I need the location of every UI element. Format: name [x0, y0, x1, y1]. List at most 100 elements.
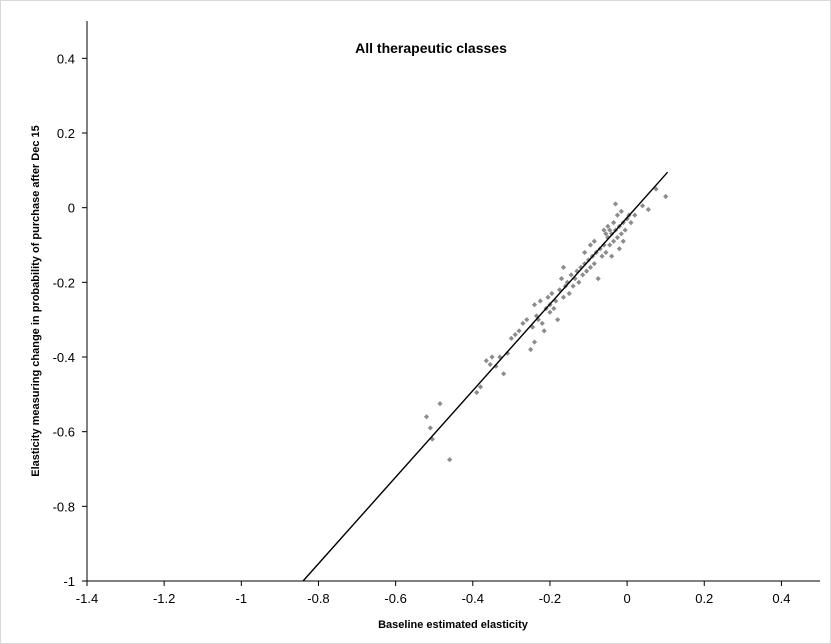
data-point — [483, 358, 489, 364]
y-axis-title: Elasticity measuring change in probabili… — [30, 125, 42, 477]
data-point — [578, 264, 584, 270]
data-point — [531, 339, 538, 345]
data-point — [501, 371, 507, 377]
data-point — [624, 216, 630, 222]
data-point — [447, 457, 453, 463]
data-point — [576, 279, 582, 285]
data-point — [477, 384, 484, 390]
x-tick-label: -1.4 — [76, 591, 98, 606]
data-point — [427, 425, 433, 431]
y-tick-label: 0 — [68, 201, 75, 216]
data-point — [423, 414, 430, 420]
data-point — [524, 317, 530, 323]
x-tick-label: -0.6 — [384, 591, 406, 606]
y-ticks: -1 -0.8 -0.6 -0.4 -0.2 0 0.2 0.4 — [53, 51, 87, 589]
data-point — [558, 276, 565, 282]
y-tick-label: 0.2 — [57, 126, 75, 141]
data-point — [437, 401, 443, 407]
data-point — [645, 206, 651, 213]
data-point — [566, 290, 572, 297]
data-point — [531, 302, 538, 308]
x-ticks: -1.4 -1.2 -1 -0.8 -0.6 -0.4 -0.2 0 0.2 0.4 — [76, 581, 790, 606]
data-point — [595, 276, 601, 282]
data-point — [560, 264, 567, 270]
data-point — [618, 208, 624, 214]
x-tick-label: -1.2 — [153, 591, 175, 606]
chart-title: All therapeutic classes — [355, 40, 507, 56]
data-point — [607, 227, 613, 233]
data-point — [639, 203, 646, 209]
data-point — [599, 253, 605, 259]
x-tick-label: 0.4 — [772, 591, 790, 606]
data-point — [555, 317, 561, 323]
data-point — [429, 436, 435, 442]
data-point — [487, 361, 493, 368]
data-point — [489, 354, 495, 360]
data-point — [539, 320, 545, 326]
x-tick-label: 0 — [623, 591, 630, 606]
data-point — [529, 324, 536, 330]
axes — [86, 21, 820, 582]
x-tick-label: 0.2 — [695, 591, 713, 606]
data-point — [607, 242, 613, 248]
data-point — [582, 261, 588, 267]
y-tick-label: -0.2 — [53, 275, 75, 290]
data-point — [616, 246, 622, 252]
data-point — [582, 249, 588, 256]
data-point — [504, 350, 511, 356]
x-tick-label: -0.2 — [539, 591, 561, 606]
data-point — [547, 309, 553, 315]
data-point — [603, 249, 609, 256]
fit-line — [302, 171, 669, 582]
data-point — [537, 298, 543, 304]
data-point — [516, 328, 522, 334]
data-point — [620, 238, 626, 244]
data-point — [533, 313, 540, 319]
data-points — [423, 186, 669, 463]
data-point — [591, 238, 597, 244]
y-tick-label: -0.6 — [53, 425, 75, 440]
data-point — [622, 227, 628, 233]
x-axis-title: Baseline estimated elasticity — [378, 619, 529, 631]
x-tick-label: -0.4 — [462, 591, 484, 606]
data-point — [568, 272, 574, 278]
data-point — [556, 287, 563, 293]
data-point — [632, 212, 638, 218]
data-point — [474, 389, 480, 396]
data-point — [549, 290, 555, 297]
x-tick-label: -1 — [236, 591, 248, 606]
data-point — [580, 272, 586, 278]
data-point — [570, 283, 576, 289]
data-point — [587, 264, 594, 270]
data-point — [545, 294, 551, 300]
data-point — [560, 294, 567, 300]
data-point — [493, 363, 499, 369]
data-point — [601, 227, 607, 233]
y-tick-label: -0.4 — [53, 350, 75, 365]
y-tick-label: 0.4 — [57, 51, 75, 66]
data-point — [611, 238, 617, 244]
data-point — [611, 220, 617, 226]
data-point — [605, 223, 611, 229]
data-point — [508, 335, 514, 341]
data-point — [618, 231, 624, 237]
data-point — [541, 328, 547, 334]
data-point — [572, 276, 578, 282]
data-point — [574, 268, 580, 274]
data-point — [601, 242, 607, 248]
data-point — [603, 231, 609, 237]
data-point — [551, 305, 557, 312]
data-point — [528, 346, 534, 353]
y-tick-label: -0.8 — [53, 499, 75, 514]
data-point — [609, 253, 615, 259]
data-point — [587, 242, 594, 248]
fit-line-group — [302, 171, 669, 582]
data-point — [614, 212, 621, 218]
data-point — [520, 320, 526, 326]
x-tick-label: -0.8 — [307, 591, 329, 606]
data-point — [653, 186, 659, 192]
data-point — [583, 268, 590, 274]
y-tick-label: -1 — [63, 574, 75, 589]
